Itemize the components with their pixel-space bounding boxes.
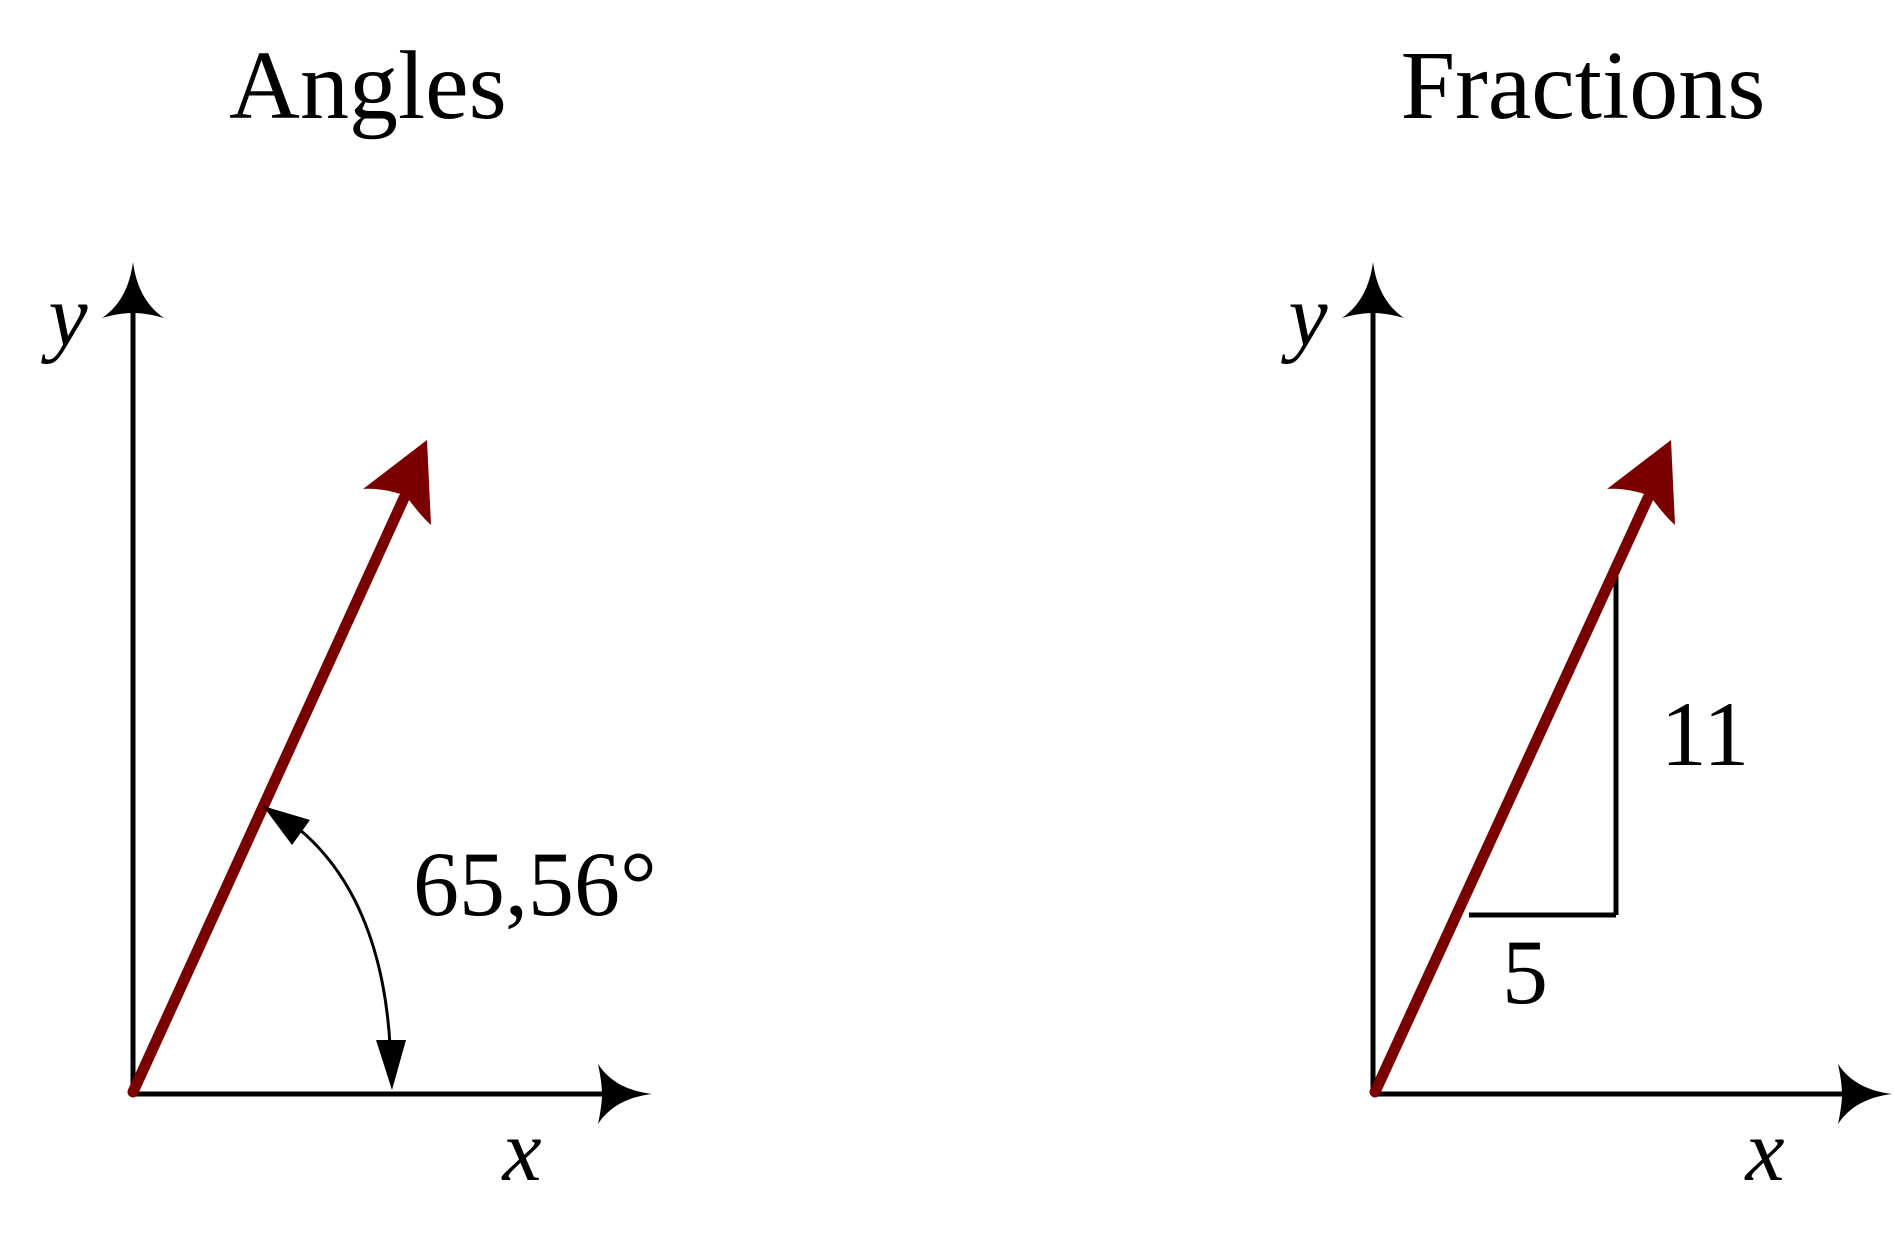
fractions-panel: Fractions y x 11 5 xyxy=(1280,32,1892,1200)
angles-vector xyxy=(127,440,431,1098)
fractions-x-axis-arrowhead xyxy=(1838,1064,1892,1124)
angles-arc-arrowhead-bottom xyxy=(376,1040,406,1090)
fractions-y-axis-label: y xyxy=(1280,268,1328,365)
fractions-title: Fractions xyxy=(1401,32,1766,140)
slope-triangle xyxy=(1469,568,1619,918)
angles-x-axis xyxy=(133,1064,652,1124)
angles-arc xyxy=(263,806,406,1090)
fractions-vector xyxy=(1369,440,1675,1098)
fractions-y-axis xyxy=(1342,262,1404,1094)
fractions-y-axis-arrowhead xyxy=(1342,262,1404,318)
angles-x-axis-label: x xyxy=(500,1103,541,1200)
fractions-x-axis xyxy=(1373,1064,1892,1124)
fractions-x-axis-label: x xyxy=(1743,1103,1784,1200)
run-label: 5 xyxy=(1502,921,1548,1023)
angle-value-label: 65,56° xyxy=(413,833,657,935)
angles-vector-arrowhead xyxy=(363,440,431,525)
angles-y-axis-label: y xyxy=(40,268,88,365)
rise-label: 11 xyxy=(1661,683,1750,785)
angles-title: Angles xyxy=(229,32,507,140)
fractions-vector-arrowhead xyxy=(1607,440,1675,525)
angles-panel: Angles y x 65,56° xyxy=(40,32,656,1200)
angles-y-axis-arrowhead xyxy=(102,262,164,318)
angles-arc-arrowhead-top xyxy=(263,806,310,845)
angles-y-axis xyxy=(102,262,164,1094)
angles-x-axis-arrowhead xyxy=(598,1064,652,1124)
